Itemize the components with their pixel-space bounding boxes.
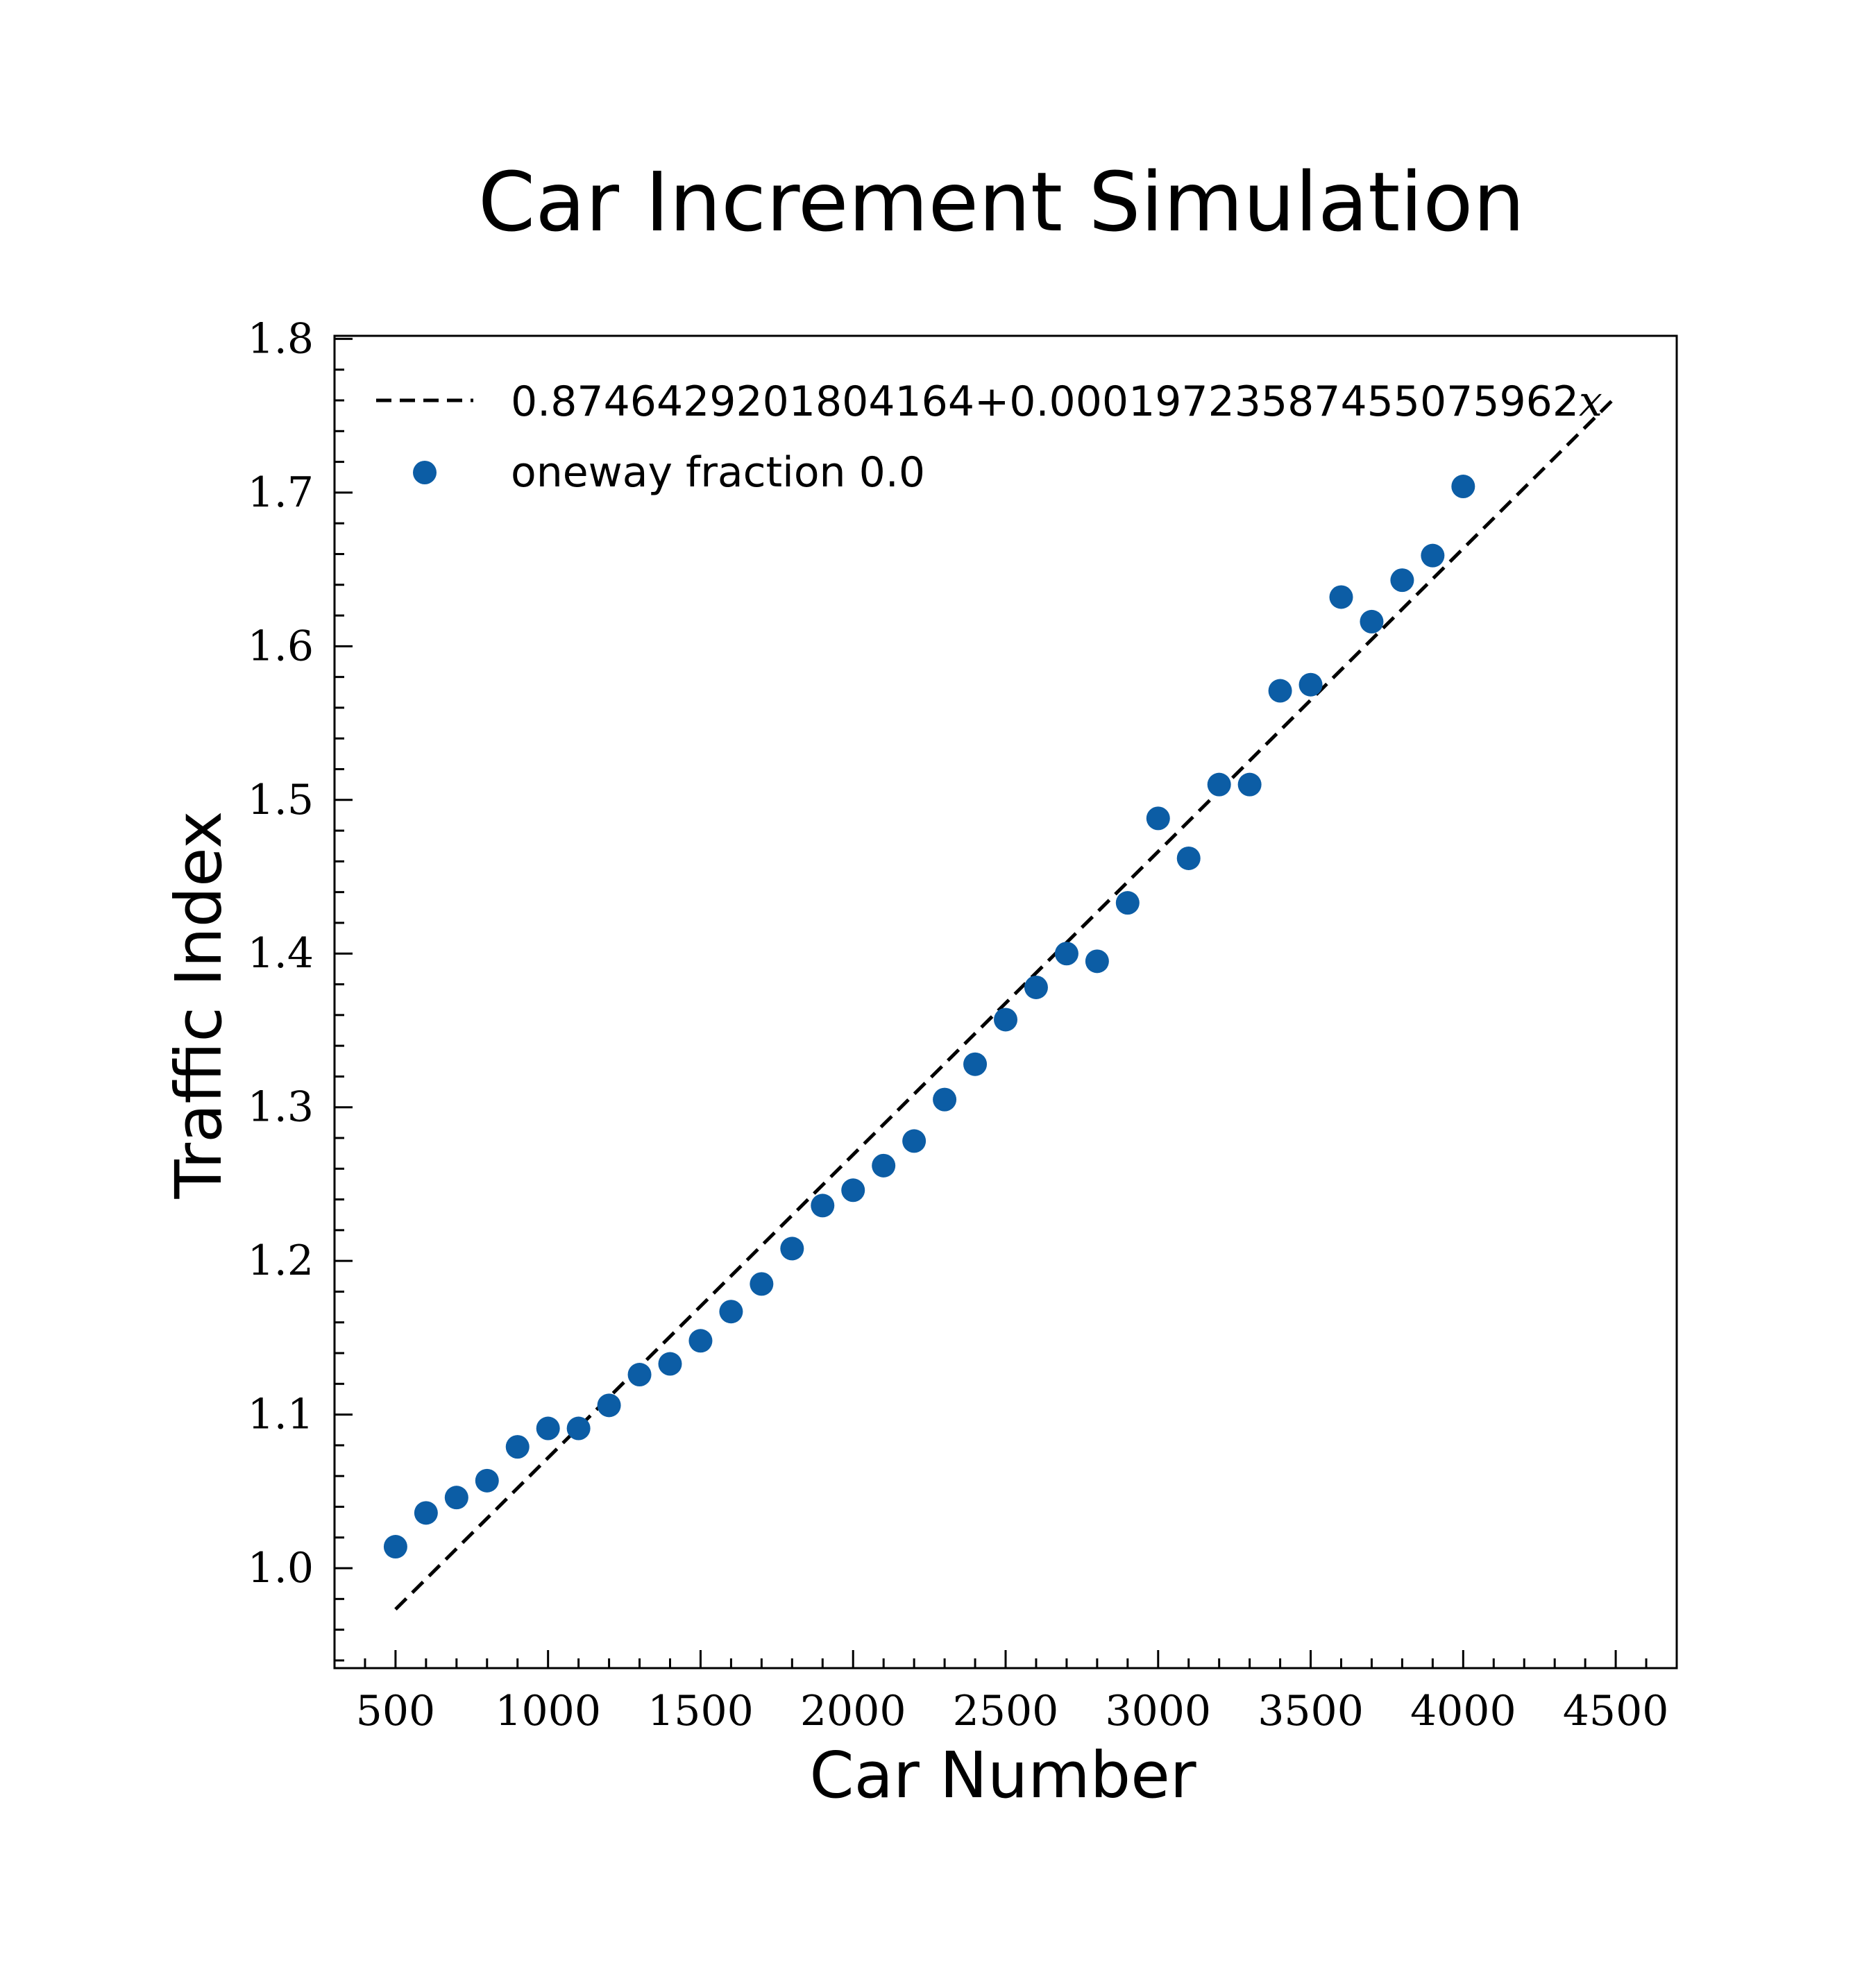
x-tick-label: 1000 (495, 1687, 601, 1735)
data-point (1390, 568, 1414, 593)
data-point (1054, 942, 1078, 966)
data-point (597, 1393, 621, 1418)
x-axis: 500 1000 1500 2000 2500 3000 3500 4000 4500 (333, 1650, 1678, 1735)
data-point (627, 1363, 652, 1387)
x-tick-label: 2500 (953, 1687, 1059, 1735)
data-point (536, 1416, 560, 1441)
data-point (1237, 772, 1262, 797)
data-point (994, 1008, 1017, 1032)
data-point (902, 1129, 926, 1153)
legend-label-fit-variable: x (1579, 377, 1602, 426)
plot-area-frame (333, 334, 1678, 1670)
data-point (1268, 679, 1292, 703)
legend-label-scatter: oneway fraction 0.0 (511, 448, 925, 497)
data-point (750, 1272, 774, 1296)
y-tick-label: 1.4 (248, 929, 314, 978)
data-point (1421, 543, 1445, 568)
data-point (719, 1300, 743, 1324)
data-point (872, 1153, 896, 1178)
y-tick-label: 1.8 (248, 314, 314, 363)
y-tick-label: 1.2 (248, 1237, 314, 1285)
data-point (475, 1468, 499, 1493)
y-tick-label: 1.7 (248, 468, 314, 517)
x-tick-label: 3000 (1105, 1687, 1211, 1735)
data-point (1176, 846, 1201, 870)
data-point (1329, 585, 1353, 609)
data-point (1207, 772, 1231, 797)
data-point (811, 1193, 835, 1218)
y-tick-label: 1.1 (248, 1391, 314, 1439)
data-point (1360, 609, 1384, 634)
data-point (841, 1178, 865, 1203)
x-tick-label: 2000 (800, 1687, 906, 1735)
data-point (688, 1329, 713, 1353)
data-point (444, 1486, 468, 1510)
x-tick-label: 500 (356, 1687, 436, 1735)
y-tick-label: 1.6 (248, 622, 314, 670)
y-tick-label: 1.3 (248, 1083, 314, 1132)
data-point (1298, 672, 1323, 697)
data-point (1085, 949, 1109, 974)
legend-marker-scatter (413, 461, 437, 484)
data-point (933, 1087, 957, 1112)
legend: 0.8746429201804164+0.0001972358745507596… (376, 377, 1602, 497)
data-points (383, 475, 1475, 1559)
data-point (383, 1535, 407, 1559)
x-tick-label: 3500 (1258, 1687, 1364, 1735)
x-tick-label: 4000 (1410, 1687, 1516, 1735)
data-point (505, 1435, 530, 1459)
data-point (566, 1416, 591, 1441)
data-point (963, 1052, 988, 1076)
data-point (1024, 975, 1048, 999)
legend-label-fit: 0.8746429201804164+0.0001972358745507596… (511, 377, 1602, 426)
y-tick-label: 1.5 (248, 776, 314, 824)
data-point (780, 1237, 804, 1261)
data-point (1146, 806, 1170, 831)
data-point (414, 1501, 438, 1525)
legend-label-fit-formula: 0.8746429201804164+0.0001972358745507596… (511, 377, 1579, 426)
x-axis-label: Car Number (809, 1738, 1196, 1812)
x-tick-label: 1500 (648, 1687, 754, 1735)
chart-title: Car Increment Simulation (478, 154, 1525, 250)
data-point (1115, 891, 1140, 915)
x-tick-label: 4500 (1563, 1687, 1669, 1735)
data-point (1451, 475, 1475, 499)
y-axis: 1.0 1.1 1.2 1.3 1.4 1.5 1.6 1.7 1.8 (248, 314, 353, 1662)
y-tick-label: 1.0 (248, 1544, 314, 1592)
data-point (658, 1352, 682, 1376)
y-axis-label: Traffic Index (162, 811, 236, 1200)
